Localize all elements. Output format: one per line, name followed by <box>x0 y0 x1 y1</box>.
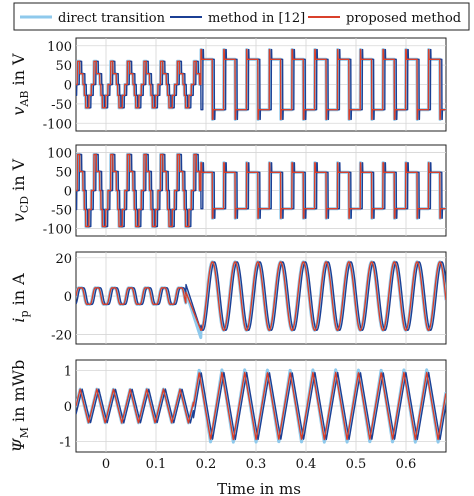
y-tick-label: -50 <box>51 98 72 113</box>
y-tick-label: 0 <box>64 290 72 305</box>
y-tick-label: -1 <box>59 435 72 450</box>
x-axis-label: Time in ms <box>217 480 301 496</box>
y-tick-label: -100 <box>43 117 72 132</box>
y-tick-label: 20 <box>55 252 72 267</box>
panel-vcd: -100 -50 0 50 100 vCD in V <box>9 144 447 237</box>
legend-label-method12: method in [12] <box>208 11 305 26</box>
y-axis-label: ip in A <box>9 273 31 323</box>
y-tick-label: 1 <box>64 365 72 380</box>
panel-vab: -100 -50 0 50 100 vAB in V <box>9 37 447 132</box>
y-tick-label: -20 <box>51 328 72 343</box>
y-tick-label: 100 <box>47 40 72 55</box>
y-axis-label: vAB in V <box>9 53 31 116</box>
x-tick-label: 0.6 <box>396 457 417 472</box>
y-axis-label: vCD in V <box>9 158 31 222</box>
x-tick-label: 0 <box>102 457 110 472</box>
legend: direct transition method in [12] propose… <box>13 2 470 31</box>
series-line-method12 <box>76 371 446 441</box>
y-tick-label: -50 <box>51 203 72 218</box>
legend-box <box>13 2 470 31</box>
series-line-proposed <box>76 261 446 331</box>
y-tick-label: 50 <box>55 59 72 74</box>
y-tick-label: -100 <box>43 222 72 237</box>
y-axis-label: ΨM in mWb <box>9 360 31 453</box>
y-tick-label: 0 <box>64 185 72 200</box>
x-tick-label: 0.1 <box>146 457 167 472</box>
legend-label-proposed: proposed method <box>346 11 461 26</box>
x-tick-label: 0.4 <box>296 457 317 472</box>
x-tick-label: 0.3 <box>246 457 267 472</box>
x-tick-label: 0.5 <box>346 457 367 472</box>
y-tick-label: 50 <box>55 166 72 181</box>
x-tick-label: 0.2 <box>196 457 217 472</box>
series-line-proposed <box>76 371 446 441</box>
y-tick-label: 0 <box>64 79 72 94</box>
panel-psi: -1 0 1 ΨM in mWb 0 0.1 0.2 0.3 0.4 0.5 0.6 <box>9 359 447 472</box>
legend-label-direct: direct transition <box>58 11 166 26</box>
y-tick-label: 100 <box>47 147 72 162</box>
series-line-proposed <box>76 153 446 228</box>
series-line-proposed <box>76 48 446 121</box>
y-tick-label: 0 <box>64 400 72 415</box>
panel-ip: -20 0 20 ip in A <box>9 251 447 345</box>
